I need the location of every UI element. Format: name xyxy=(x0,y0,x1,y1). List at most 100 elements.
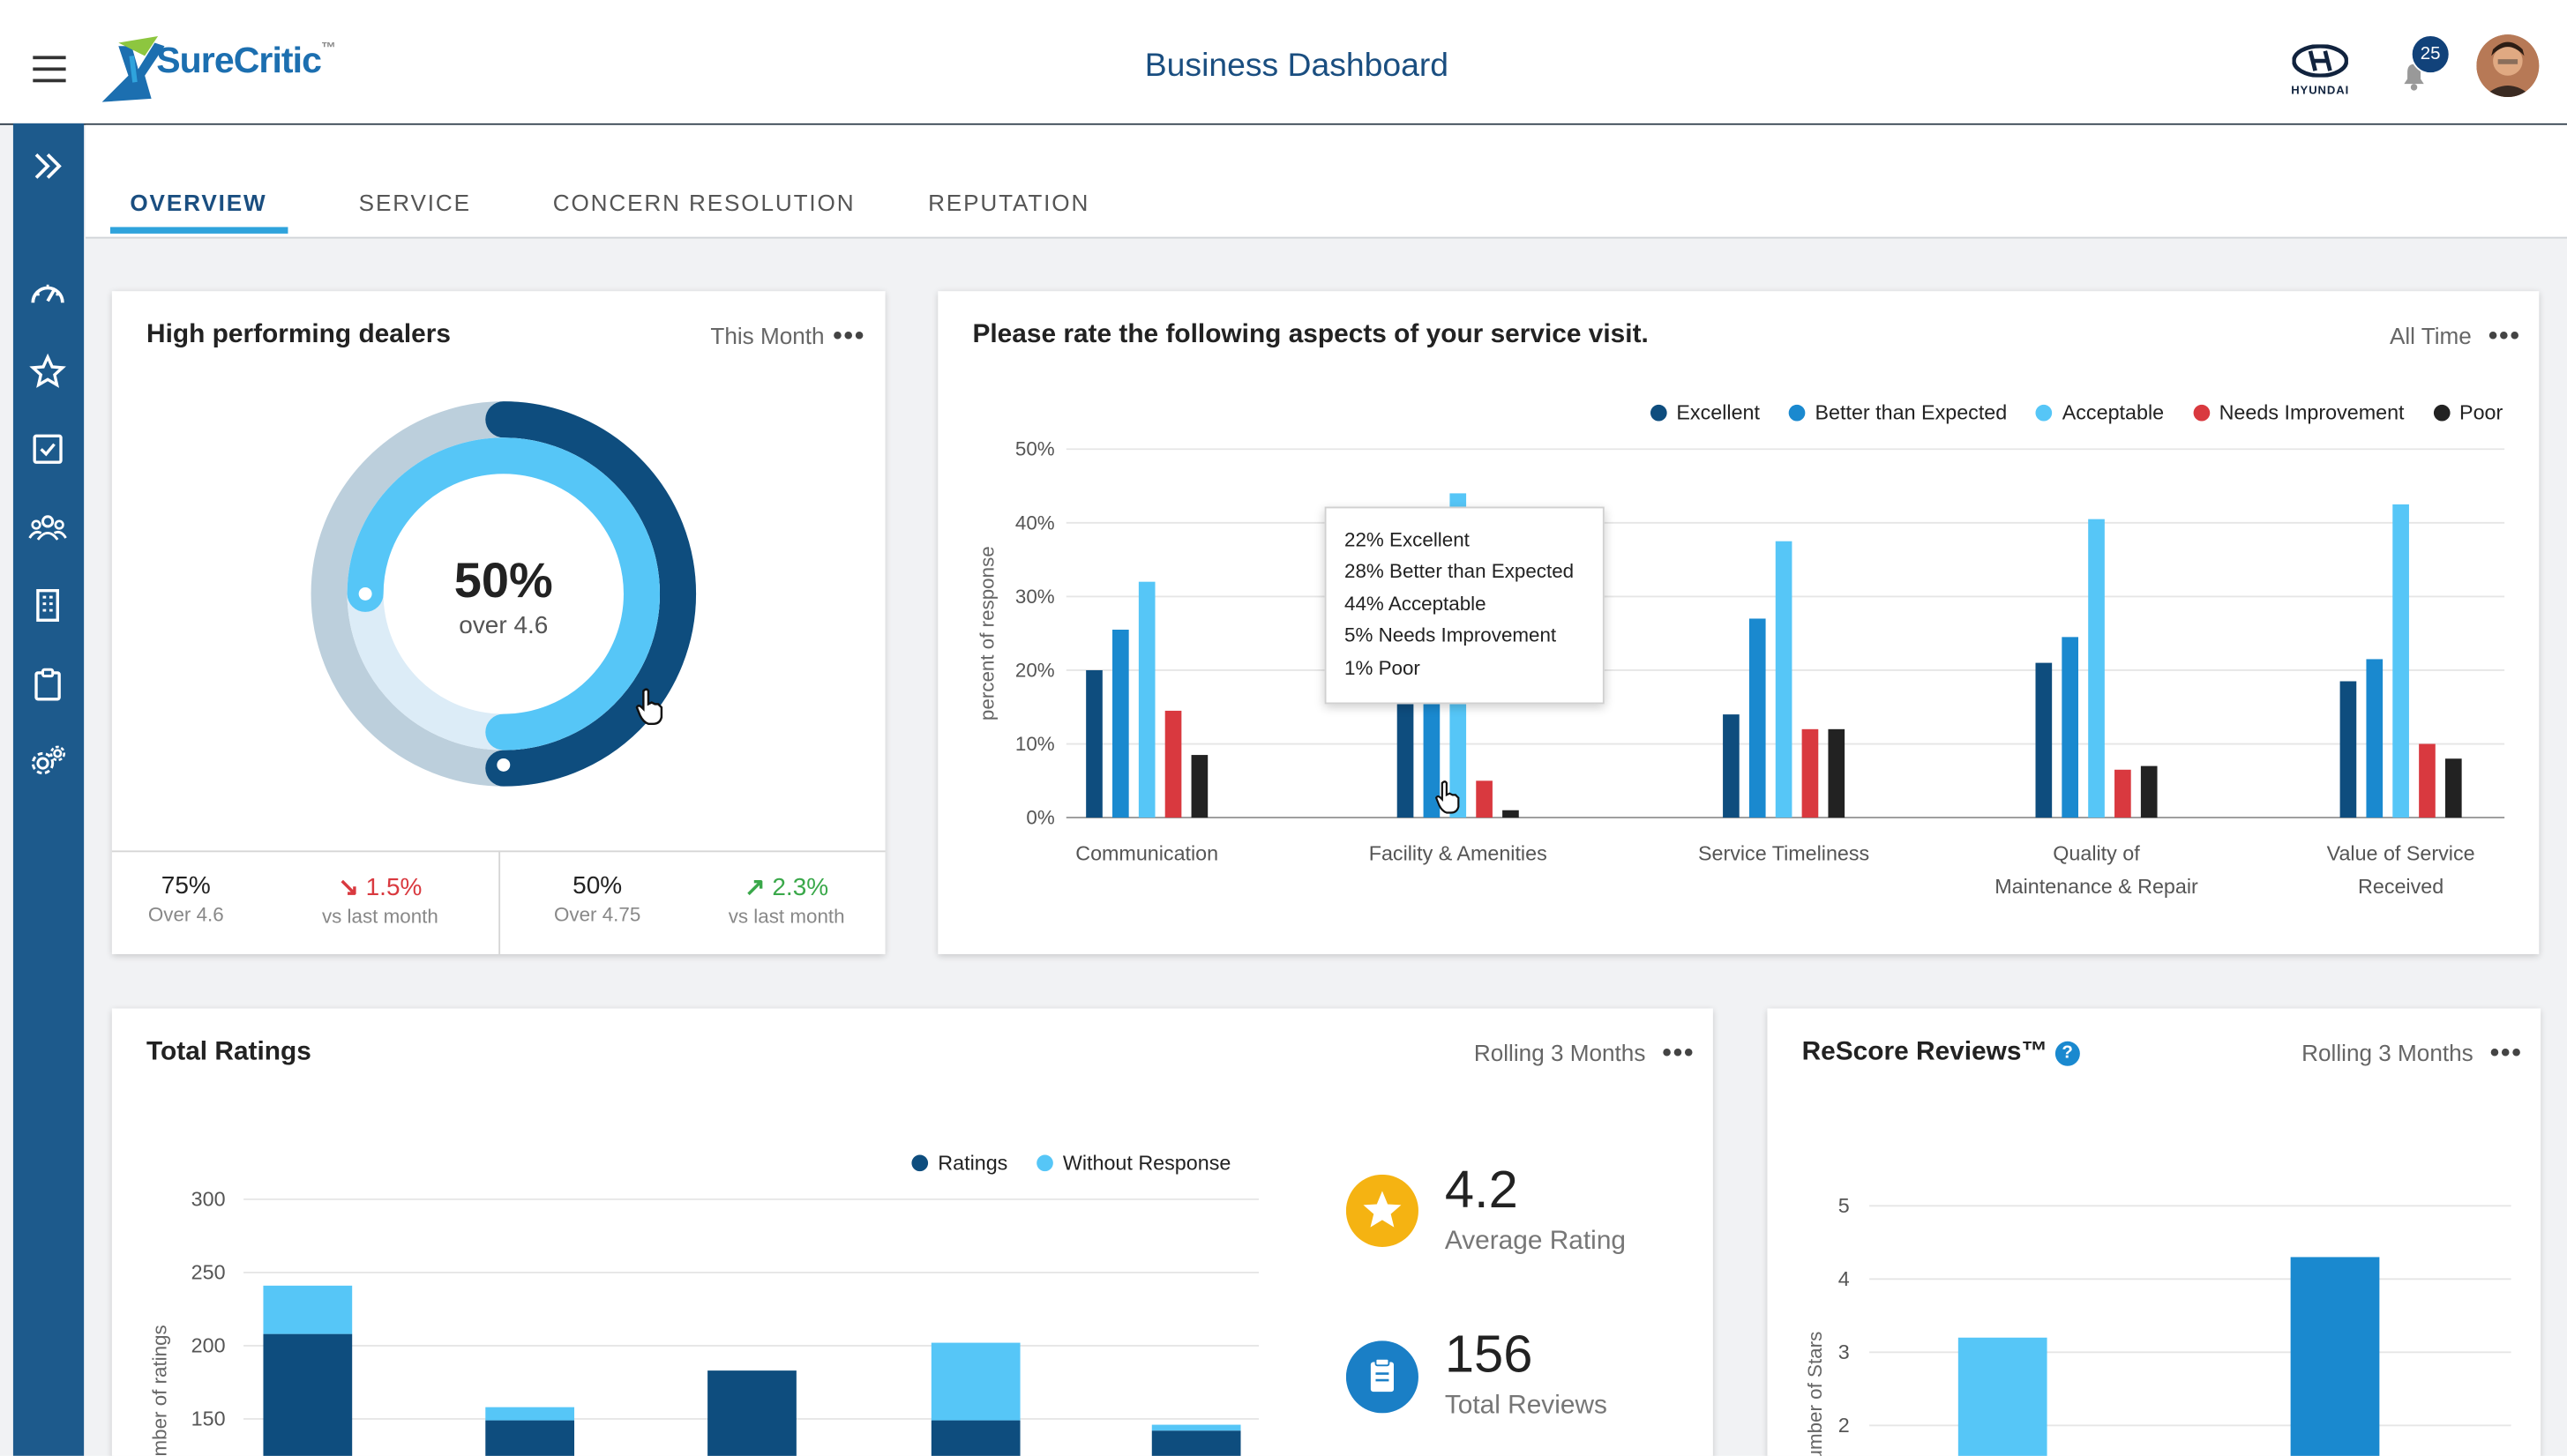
more-icon[interactable]: ••• xyxy=(2489,1039,2523,1068)
more-icon[interactable]: ••• xyxy=(2488,322,2521,351)
bar[interactable] xyxy=(1723,714,1740,818)
total-ratings-chart: 150 200 250 300 Number of ratings xyxy=(148,1187,1260,1456)
tab-concern-resolution[interactable]: CONCERN RESOLUTION xyxy=(552,189,856,216)
y-tick-label: 250 xyxy=(191,1260,226,1283)
stat-value: 50% xyxy=(573,871,623,900)
bar[interactable] xyxy=(2140,765,2158,818)
stat-value: 75% xyxy=(161,871,211,900)
x-tick-label: Communication xyxy=(1075,842,1218,865)
bar[interactable] xyxy=(1164,710,1182,818)
y-axis-label: Number of Stars xyxy=(1804,1332,1826,1456)
legend-item[interactable]: Better than Expected xyxy=(1788,401,2007,424)
x-tick-label: Facility & Amenities xyxy=(1369,842,1547,865)
legend-item[interactable]: Poor xyxy=(2433,401,2503,424)
bar[interactable] xyxy=(1502,810,1519,818)
bar[interactable] xyxy=(2062,637,2079,818)
bar-without-response[interactable] xyxy=(931,1342,1021,1421)
arrow-down-right-icon: ↘ xyxy=(338,873,359,902)
bar-stars[interactable] xyxy=(1957,1337,2047,1456)
legend-item[interactable]: Needs Improvement xyxy=(2192,401,2405,424)
card-title: High performing dealers xyxy=(146,320,451,349)
avatar[interactable] xyxy=(2476,34,2540,98)
bar-ratings[interactable] xyxy=(931,1420,1021,1456)
menu-icon[interactable] xyxy=(33,56,66,83)
x-tick-label: Maintenance & Repair xyxy=(1994,875,2198,898)
settings-icon[interactable] xyxy=(28,742,68,781)
cursor-hand-icon xyxy=(635,688,663,725)
legend-item[interactable]: Excellent xyxy=(1650,401,1760,424)
bar[interactable] xyxy=(1828,728,1845,818)
tooltip-line: 28% Better than Expected xyxy=(1344,559,1575,583)
bar[interactable] xyxy=(2419,743,2436,818)
notification-badge[interactable]: 25 xyxy=(2410,34,2451,74)
bar-ratings[interactable] xyxy=(1151,1430,1241,1456)
bar[interactable] xyxy=(1801,728,1819,818)
bar-ratings[interactable] xyxy=(707,1370,797,1456)
bar[interactable] xyxy=(1775,541,1792,818)
y-tick-label: 2 xyxy=(1838,1414,1850,1437)
y-tick-label: 3 xyxy=(1838,1340,1850,1363)
more-icon[interactable]: ••• xyxy=(833,322,866,351)
legend-item[interactable]: Without Response xyxy=(1036,1152,1231,1175)
tooltip-line: 5% Needs Improvement xyxy=(1344,623,1557,647)
bar[interactable] xyxy=(1112,630,1129,818)
range-selector[interactable]: Rolling 3 Months xyxy=(1473,1039,1646,1066)
donut-chart: 50% over 4.6 xyxy=(311,401,697,787)
building-icon[interactable] xyxy=(28,586,68,625)
bar[interactable] xyxy=(1138,581,1156,818)
legend-item[interactable]: Acceptable xyxy=(2035,401,2164,424)
sidebar xyxy=(12,123,85,1456)
bar-without-response[interactable] xyxy=(485,1407,575,1421)
star-icon[interactable] xyxy=(28,352,68,392)
average-rating-label: Average Rating xyxy=(1444,1227,1627,1256)
tab-overview[interactable]: OVERVIEW xyxy=(130,189,267,216)
bar[interactable] xyxy=(2088,519,2105,818)
card-title: ReScore Reviews™ ? xyxy=(1802,1038,2080,1068)
bar[interactable] xyxy=(2114,769,2131,818)
chart-legend: Ratings Without Response xyxy=(888,1152,1231,1175)
users-icon[interactable] xyxy=(28,508,68,548)
bar[interactable] xyxy=(1086,669,1103,818)
bar[interactable] xyxy=(2444,758,2462,818)
y-tick-label: 5 xyxy=(1838,1194,1850,1217)
checkbox-icon[interactable] xyxy=(28,429,68,469)
bar[interactable] xyxy=(2339,681,2357,818)
cursor-hand-icon xyxy=(1434,780,1460,814)
clipboard-icon[interactable] xyxy=(28,665,68,705)
help-icon[interactable]: ? xyxy=(2054,1041,2080,1066)
y-tick-label: 30% xyxy=(1015,586,1055,608)
y-tick-label: 4 xyxy=(1838,1267,1850,1290)
expand-icon[interactable] xyxy=(28,146,68,186)
x-tick-label: Value of Service xyxy=(2327,842,2475,865)
bar[interactable] xyxy=(2366,659,2384,818)
bar-without-response[interactable] xyxy=(263,1285,353,1334)
bar[interactable] xyxy=(2392,504,2409,818)
range-selector[interactable]: Rolling 3 Months xyxy=(2301,1039,2473,1066)
chart-tooltip: 22% Excellent 28% Better than Expected 4… xyxy=(1324,506,1605,705)
surecritic-logo-icon[interactable] xyxy=(95,33,342,108)
brand-word: HYUNDAI xyxy=(2291,86,2350,98)
bar-ratings[interactable] xyxy=(485,1420,575,1456)
total-reviews-label: Total Reviews xyxy=(1444,1392,1607,1420)
logo-text: SureCritic™ xyxy=(156,39,336,81)
tab-reputation[interactable]: REPUTATION xyxy=(928,189,1090,216)
bar-without-response[interactable] xyxy=(1151,1424,1241,1431)
bar[interactable] xyxy=(1191,755,1209,818)
legend-item[interactable]: Ratings xyxy=(911,1152,1007,1175)
service-aspects-card: Please rate the following aspects of you… xyxy=(938,291,2540,954)
bar[interactable] xyxy=(2035,662,2053,818)
bar[interactable] xyxy=(1748,618,1766,818)
chart-legend: Excellent Better than Expected Acceptabl… xyxy=(1627,401,2503,424)
tab-service[interactable]: SERVICE xyxy=(358,189,471,216)
dashboard-icon[interactable] xyxy=(28,275,68,315)
range-selector[interactable]: All Time xyxy=(2389,322,2472,349)
y-axis-label: Number of ratings xyxy=(148,1325,170,1456)
arrow-up-right-icon: ↗ xyxy=(745,873,766,902)
bar[interactable] xyxy=(1476,780,1493,818)
bar-ratings[interactable] xyxy=(263,1333,353,1456)
more-icon[interactable]: ••• xyxy=(1662,1039,1695,1068)
bar-stars[interactable] xyxy=(2290,1257,2380,1456)
tooltip-line: 1% Poor xyxy=(1344,656,1420,680)
range-selector[interactable]: This Month xyxy=(710,322,825,349)
